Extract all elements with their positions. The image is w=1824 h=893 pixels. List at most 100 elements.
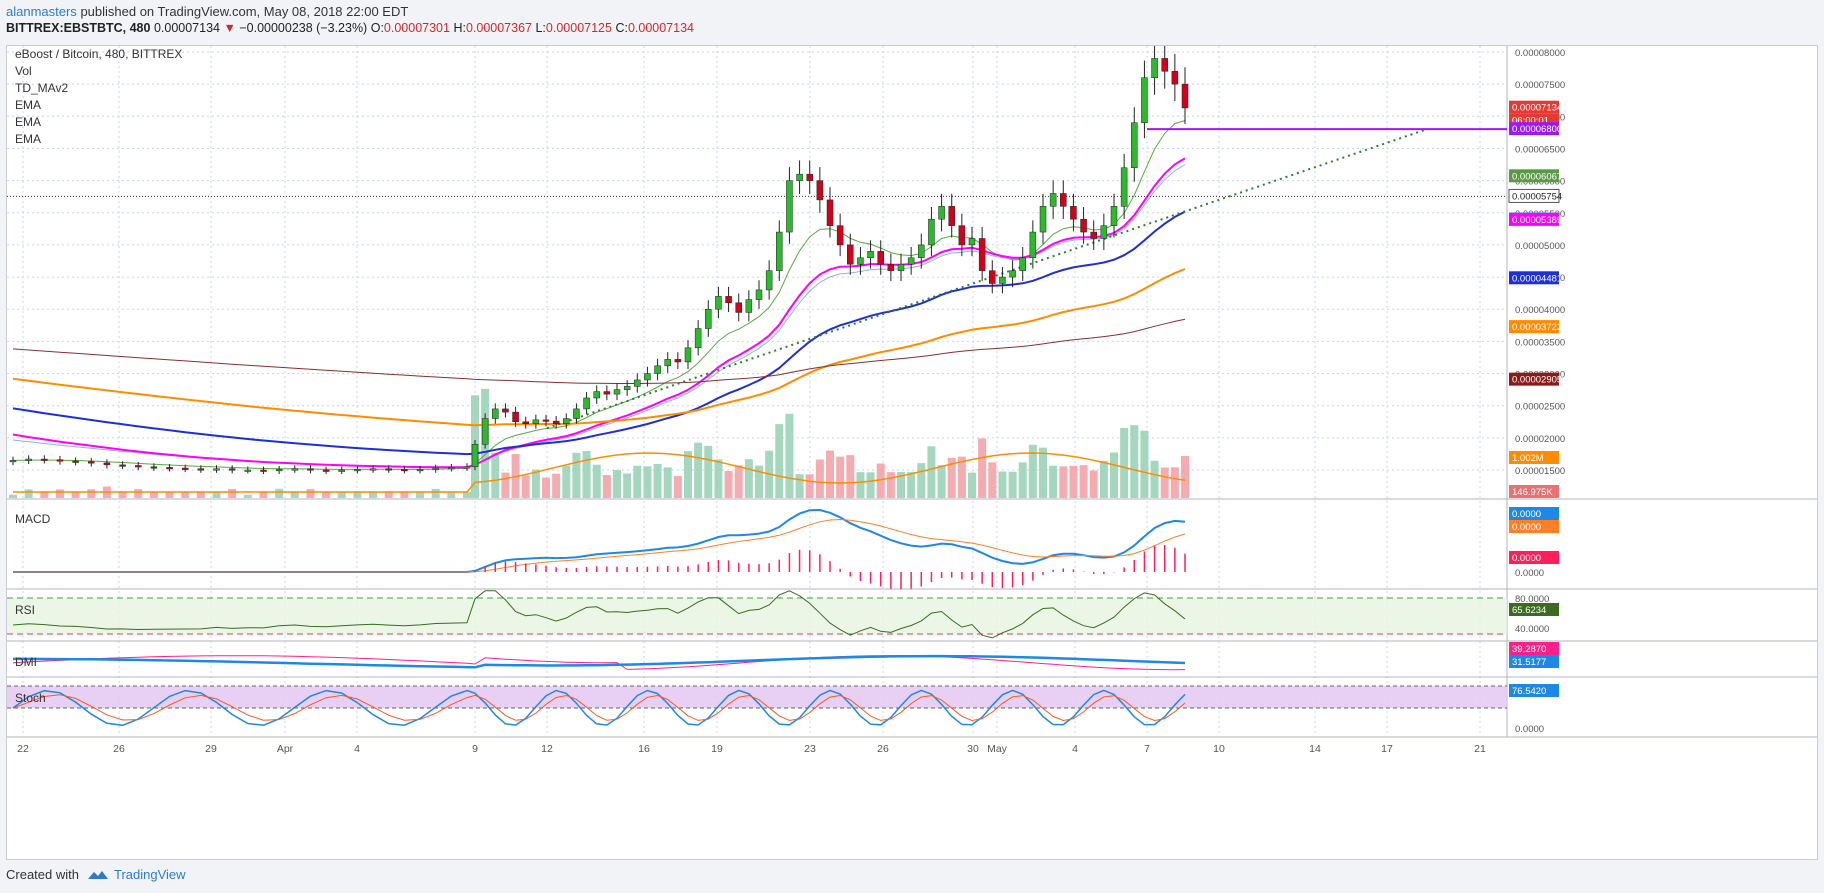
stoch-d-line: [12, 694, 1186, 722]
price-tick-label: 0.00001500: [1515, 466, 1565, 477]
macd-pane: [13, 508, 1186, 590]
candle-body: [623, 386, 631, 390]
price-badge-label: 0.00006800: [1512, 124, 1562, 135]
legend-ema-3: EMA: [15, 132, 41, 146]
candle-body: [684, 347, 692, 363]
volume-bar: [149, 491, 158, 498]
candle-body: [369, 468, 377, 471]
volume-bar: [337, 491, 346, 498]
volume-bar: [744, 459, 753, 498]
volume-bar: [795, 474, 804, 498]
macd-badge: [1509, 551, 1559, 564]
volume-bar: [1089, 470, 1098, 498]
candle-body: [674, 359, 682, 363]
candle-body: [857, 257, 864, 265]
volume-bar: [805, 474, 814, 498]
candle-body: [463, 466, 471, 469]
time-tick-label: 17: [1381, 743, 1393, 755]
time-tick-label: 29: [205, 743, 217, 755]
candle-body: [715, 296, 722, 310]
volume-bar: [118, 491, 127, 498]
candle-body: [9, 460, 17, 463]
tradingview-text: TradingView: [113, 867, 186, 882]
price-badge: [1509, 100, 1559, 114]
volume-badge-label: 146.975K: [1512, 487, 1553, 498]
legend-title: eBoost / Bitcoin, 480, BITTREX: [15, 47, 182, 61]
low-label: L:: [535, 21, 546, 35]
candle-body: [897, 263, 905, 271]
candle-body: [150, 466, 158, 469]
price-badge-label: 0.00006067: [1512, 171, 1562, 182]
published-text: published on TradingView.com, May 08, 20…: [80, 4, 409, 19]
volume-bar: [1170, 467, 1179, 498]
volume-bar: [259, 491, 268, 498]
volume-bar: [1110, 452, 1118, 498]
candle-body: [826, 199, 834, 226]
volume-bar: [897, 471, 905, 498]
time-tick-label: 4: [1072, 743, 1078, 755]
legend-vol: Vol: [15, 64, 32, 78]
tradingview-link[interactable]: TradingView: [87, 867, 186, 882]
time-tick-label: 16: [638, 743, 650, 755]
chart-area[interactable]: 0.000080000.000075000.000070000.00006500…: [6, 40, 1818, 860]
pane-backgrounds: [7, 597, 1507, 709]
candle-body: [1141, 77, 1148, 123]
volume-bar: [815, 459, 824, 498]
candle-body: [613, 389, 621, 395]
volume-bar: [1049, 465, 1058, 498]
volume-bar: [917, 463, 926, 498]
volume-bar: [562, 465, 571, 498]
volume-bar: [134, 489, 143, 498]
dmi-pane-label: DMI: [15, 655, 37, 669]
candle-body: [938, 206, 945, 220]
volume-bar: [196, 491, 205, 498]
signal-line: [13, 518, 1186, 573]
volume-bar: [447, 491, 456, 498]
price-tick-label: 0.00006500: [1515, 144, 1565, 155]
volume-bar: [1008, 471, 1017, 498]
price-tick-label: 0.00004000: [1515, 305, 1565, 316]
last-price: 0.00007134: [153, 21, 220, 35]
volume-bar: [755, 465, 763, 498]
time-tick-label: 26: [877, 743, 889, 755]
candle-body: [166, 467, 173, 470]
price-badge: [1509, 212, 1559, 226]
candle-body: [354, 469, 361, 472]
volume-bar: [602, 475, 611, 498]
volume-badge: [1509, 451, 1559, 464]
ema-9-line: [12, 120, 1186, 470]
author-link[interactable]: alanmasters: [6, 4, 77, 19]
volume-bar: [1059, 466, 1068, 498]
rsi-tick-label: 40.0000: [1515, 624, 1549, 635]
dmi-badge: [1509, 642, 1559, 655]
candle-body: [338, 469, 346, 472]
price-badge: [1509, 122, 1559, 136]
volume-bar: [704, 445, 713, 498]
volume-bar: [1150, 460, 1159, 498]
close-value: 0.00007134: [627, 21, 694, 35]
volume-ma-line: [13, 452, 1186, 493]
volume-bar: [9, 494, 17, 498]
time-tick-label: May: [987, 743, 1008, 755]
dmi-badge: [1509, 655, 1559, 668]
volume-bar: [572, 452, 581, 498]
candle-body: [603, 391, 611, 395]
dmi-plus-line: [12, 655, 1186, 671]
candle-body: [1181, 83, 1189, 109]
chart-svg[interactable]: 0.000080000.000075000.000070000.00006500…: [7, 40, 1817, 859]
candle-body: [978, 238, 986, 271]
volume-bar: [927, 446, 936, 498]
publish-info: alanmasters published on TradingView.com…: [6, 4, 408, 19]
candle-body: [634, 379, 641, 387]
volume-bar: [384, 491, 393, 498]
candle-body: [1110, 206, 1118, 226]
candle-body: [119, 464, 126, 467]
rsi-pane: [12, 590, 1186, 639]
candle-body: [213, 468, 220, 471]
legend-ema-1: EMA: [15, 98, 41, 112]
price-badge-label: 0.00005389: [1512, 215, 1562, 226]
price-tick-label: 0.00003500: [1515, 337, 1565, 348]
time-tick-label: 23: [804, 743, 816, 755]
symbol-label: BITTREX:EBSTBTC, 480: [6, 21, 151, 35]
candle-body: [25, 458, 32, 461]
